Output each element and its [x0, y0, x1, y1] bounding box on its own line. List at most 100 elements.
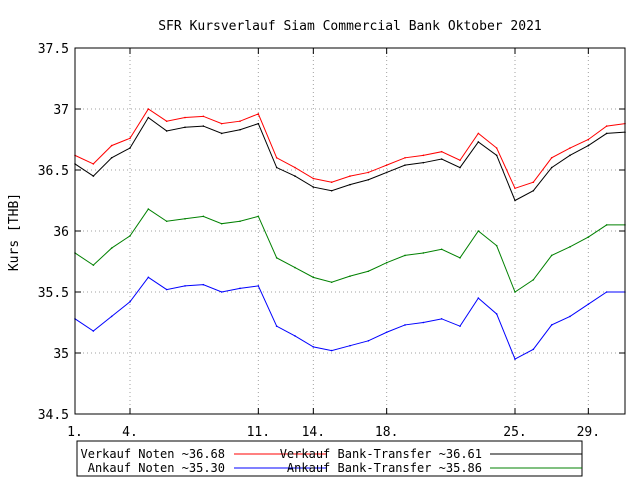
plot-frame	[74, 47, 626, 415]
series-3-point	[440, 248, 443, 251]
series-1-point	[550, 166, 553, 169]
legend-label: Ankauf Noten ~35.30	[88, 461, 225, 475]
series-1-point	[349, 183, 351, 186]
series-0-point	[459, 159, 461, 162]
y-tick-label: 35.5	[38, 286, 69, 301]
series-1-point	[202, 125, 205, 127]
series-3-point	[312, 276, 315, 279]
series-2-point	[239, 287, 241, 290]
series-2-point	[294, 335, 296, 337]
series-1-point	[165, 130, 168, 132]
series-0-point	[422, 154, 425, 157]
series-0-point	[440, 150, 443, 153]
y-tick-label: 37	[53, 103, 69, 118]
x-tick-label: 18.	[375, 425, 398, 440]
series-2-point	[257, 285, 260, 287]
series-2-point	[220, 291, 223, 293]
series-2-point	[514, 358, 516, 360]
series-3-point	[92, 264, 95, 266]
series-0-point	[550, 157, 553, 159]
series-2-point	[367, 340, 370, 342]
series-3-point	[532, 279, 535, 281]
x-tick-label: 1.	[67, 425, 83, 440]
series-line-2	[74, 276, 625, 360]
series-3-point	[495, 244, 498, 247]
series-3-point	[184, 218, 186, 220]
series-0-point	[367, 171, 370, 174]
series-2-point	[440, 318, 443, 320]
x-tick-label: 29.	[577, 425, 600, 440]
y-tick-label: 34.5	[38, 408, 69, 423]
series-2-point	[165, 288, 168, 291]
grid	[75, 48, 625, 414]
series-2-point	[404, 324, 406, 326]
series-0-point	[147, 108, 150, 110]
series-3-point	[514, 291, 516, 293]
series-3-point	[587, 236, 590, 238]
series-0-point	[349, 175, 351, 177]
series-0-point	[239, 120, 241, 122]
series-0-point	[202, 115, 205, 118]
series-0-point	[514, 187, 516, 190]
series-3-point	[459, 257, 461, 259]
series-1-point	[275, 166, 278, 169]
series-3-point	[349, 275, 351, 277]
series-1-point	[312, 186, 315, 188]
series-1-point	[294, 175, 296, 177]
legend-box	[76, 440, 583, 477]
series-2-point	[422, 321, 425, 324]
series-2-point	[110, 315, 113, 318]
series-3-point	[385, 261, 388, 264]
series-3-point	[147, 208, 150, 210]
series-3-point	[330, 281, 333, 284]
series-1-point	[459, 166, 461, 169]
series-0-point	[587, 138, 590, 141]
series-1-point	[440, 158, 443, 160]
y-axis-label: Kurs [THB]	[7, 193, 22, 271]
legend-label: Verkauf Bank-Transfer ~36.61	[280, 447, 482, 461]
y-tick-label: 35	[53, 347, 69, 362]
series-1-point	[220, 132, 223, 135]
series-3-point	[605, 224, 608, 226]
series-2-point	[92, 330, 95, 332]
series-1-point	[587, 144, 590, 147]
y-tick-label: 36	[53, 225, 69, 240]
series-1-point	[147, 116, 150, 119]
series-3-point	[404, 254, 406, 257]
series-1-point	[239, 128, 241, 131]
series-0-point	[605, 125, 608, 127]
series-2-point	[385, 331, 388, 334]
series-1-point	[92, 175, 95, 177]
series-1-point	[495, 154, 498, 157]
series-2-point	[202, 283, 205, 286]
series-0-point	[165, 120, 168, 122]
series-2-point	[129, 300, 131, 303]
series-1-point	[110, 157, 113, 159]
series-0-point	[257, 113, 260, 115]
series-line-1	[74, 116, 626, 202]
series-0-point	[312, 177, 315, 180]
x-tick-label: 14.	[302, 425, 325, 440]
x-tick-label: 25.	[503, 425, 526, 440]
series-0-point	[495, 147, 498, 149]
y-tick-label: 37.5	[38, 42, 69, 57]
series-3-point	[569, 246, 571, 248]
series-0-point	[92, 163, 95, 165]
series-3-point	[129, 235, 131, 237]
series-3-point	[202, 215, 205, 218]
series-1-point	[257, 122, 260, 125]
series-2-point	[532, 348, 535, 351]
series-2-point	[459, 325, 461, 327]
series-2-point	[184, 285, 186, 287]
series-0-point	[330, 181, 333, 183]
series-2-point	[312, 346, 315, 348]
x-tick-label: 4.	[122, 425, 138, 440]
series-0-point	[477, 132, 480, 135]
series-0-point	[184, 116, 186, 119]
series-2-point	[330, 349, 333, 352]
series-line-3	[74, 208, 625, 293]
legend-label: Verkauf Noten ~36.68	[81, 447, 226, 461]
series-1-point	[569, 154, 571, 157]
